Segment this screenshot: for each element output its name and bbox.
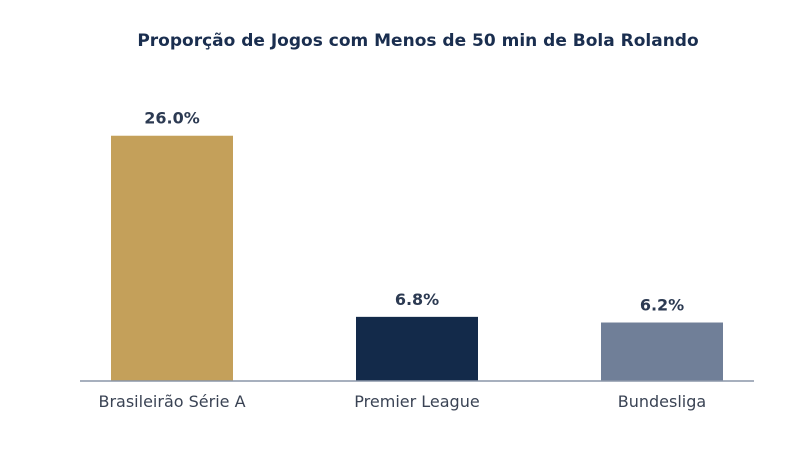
x-tick-label-bundesliga: Bundesliga bbox=[618, 392, 706, 411]
bars-layer bbox=[111, 135, 723, 381]
chart-title: Proporção de Jogos com Menos de 50 min d… bbox=[137, 31, 698, 51]
bar-premier-league bbox=[356, 316, 478, 381]
x-tick-label-premier-league: Premier League bbox=[354, 392, 479, 411]
value-labels-layer: 26.0% 6.8% 6.2% bbox=[144, 109, 684, 315]
value-label-bundesliga: 6.2% bbox=[640, 296, 684, 315]
value-label-premier-league: 6.8% bbox=[395, 290, 439, 309]
bar-bundesliga bbox=[601, 322, 723, 381]
x-tick-labels-layer: Brasileirão Série A Premier League Bundesl… bbox=[98, 392, 706, 411]
value-label-brasileirao-serie-a: 26.0% bbox=[144, 109, 200, 128]
x-tick-label-brasileirao-serie-a: Brasileirão Série A bbox=[98, 392, 245, 411]
bar-brasileirao-serie-a bbox=[111, 135, 233, 381]
